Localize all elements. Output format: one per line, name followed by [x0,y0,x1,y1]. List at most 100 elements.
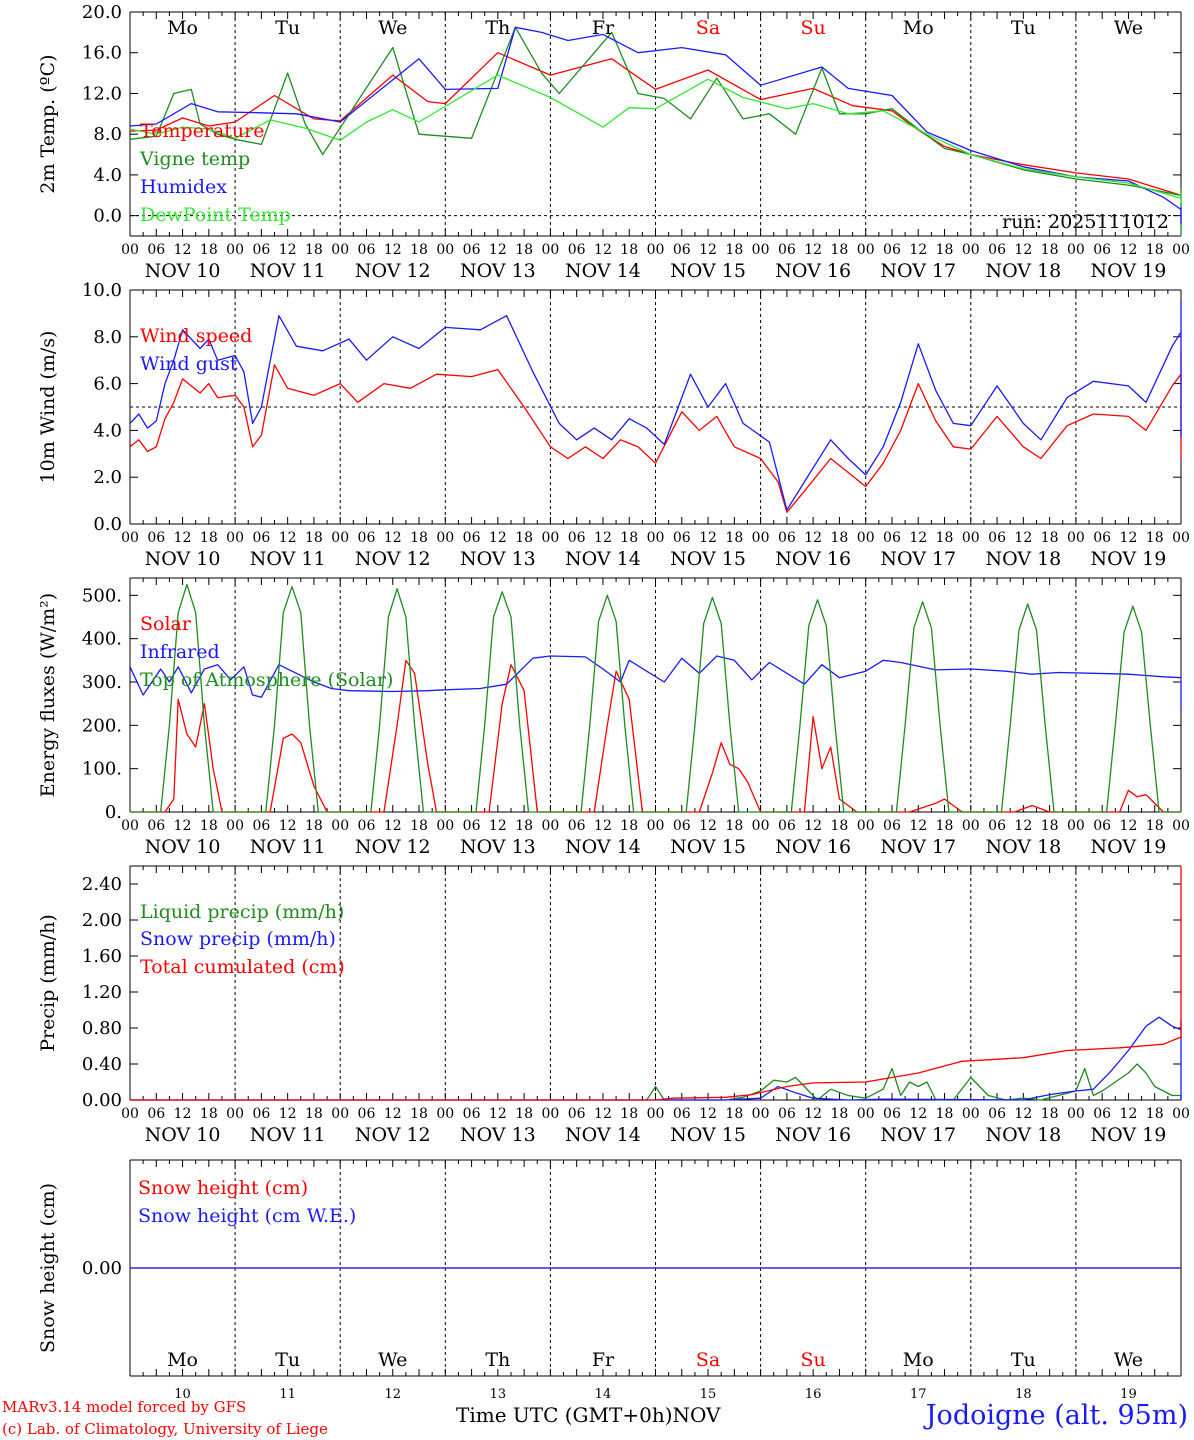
hour-label: 18 [515,530,533,546]
day-label: We [1114,17,1143,39]
hour-label: 00 [121,530,139,546]
legend-entry: Snow precip (mm/h) [140,928,336,950]
series-line-wind-gust [129,298,1182,511]
y-tick-label: 4.0 [93,165,122,186]
hour-label: 06 [988,818,1006,834]
hour-label: 12 [384,242,402,258]
series-line-wind-speed [129,350,1182,513]
day-label: Fr [592,1349,615,1371]
legend-entry: Humidex [140,176,227,198]
hour-label: 18 [1146,530,1164,546]
hour-label: 06 [1093,530,1111,546]
hour-label: 00 [436,1106,454,1122]
day-label: Tu [275,17,300,39]
hour-label: 06 [463,242,481,258]
hour-label: 18 [200,1106,218,1122]
hour-label: 00 [541,242,559,258]
hour-label: 00 [857,1106,875,1122]
hour-label: 18 [936,242,954,258]
hour-label: 00 [121,818,139,834]
hour-label: 12 [489,818,507,834]
hour-label: 00 [1172,242,1190,258]
hour-label: 18 [515,242,533,258]
date-label: NOV 16 [775,836,851,858]
hour-label: 00 [226,242,244,258]
snow-panel: 0.00 Snow height (cm) Snow height (cm) Snow… [37,1159,1182,1402]
hour-label: 06 [778,242,796,258]
hour-label: 18 [620,530,638,546]
day-number-label: 10 [174,1387,191,1402]
day-label: Th [485,1349,510,1371]
hour-label: 00 [1172,1106,1190,1122]
hour-label: 12 [699,818,717,834]
day-label: Fr [592,17,615,39]
hour-label: 06 [673,242,691,258]
y-tick-label: 0.00 [82,1258,122,1279]
date-label: NOV 13 [460,1124,536,1146]
hour-label: 06 [673,1106,691,1122]
date-label: NOV 14 [565,260,641,282]
hour-label: 12 [489,242,507,258]
series-line-liquid-precip-mm-h- [130,1063,1182,1101]
hour-label: 12 [384,1106,402,1122]
hour-label: 18 [410,530,428,546]
hour-label: 06 [778,818,796,834]
date-label: NOV 16 [775,548,851,570]
hour-label: 00 [962,818,980,834]
x-axis-title-text: Time UTC (GMT+0h) [456,1403,673,1427]
date-label: NOV 19 [1091,836,1167,858]
date-label: NOV 10 [145,836,221,858]
hour-label: 18 [1146,1106,1164,1122]
series-line-vigne-temp [129,26,1182,236]
date-label: NOV 13 [460,260,536,282]
day-label: Th [485,17,510,39]
hour-label: 12 [594,242,612,258]
hour-label: 00 [331,530,349,546]
hour-label: 18 [936,818,954,834]
hour-label: 12 [1014,242,1032,258]
hour-label: 06 [463,818,481,834]
hour-label: 00 [436,818,454,834]
hour-label: 06 [778,1106,796,1122]
y-tick-label: 10.0 [82,280,122,301]
y-axis-title: 2m Temp. (ºC) [37,54,59,193]
date-label: NOV 12 [355,260,431,282]
date-label: NOV 10 [145,548,221,570]
hour-label: 18 [620,242,638,258]
y-tick-label: 0.00 [82,1090,122,1111]
date-label: NOV 18 [985,548,1061,570]
hour-label: 00 [226,818,244,834]
legend-entry: Vigne temp [139,148,250,170]
hour-label: 18 [831,1106,849,1122]
hour-label: 00 [857,242,875,258]
date-label: NOV 11 [250,1124,326,1146]
hour-label: 00 [331,242,349,258]
hour-label: 18 [831,242,849,258]
y-tick-label: 20.0 [82,2,122,23]
hour-label: 12 [279,242,297,258]
y-tick-label: 400. [82,629,122,650]
day-label: Tu [1011,17,1036,39]
hour-label: 12 [1014,530,1032,546]
hour-label: 00 [962,530,980,546]
hour-label: 18 [620,818,638,834]
hour-label: 12 [594,1106,612,1122]
legend-entry: Snow height (cm W.E.) [138,1205,356,1227]
hour-label: 12 [909,1106,927,1122]
day-number-label: 19 [1120,1387,1137,1402]
hour-label: 18 [725,1106,743,1122]
hour-label: 12 [804,242,822,258]
hour-label: 00 [647,1106,665,1122]
y-tick-label: 8.0 [93,327,122,348]
y-axis-title: Snow height (cm) [37,1183,59,1353]
hour-label: 12 [1120,530,1138,546]
hour-label: 06 [568,530,586,546]
hour-label: 12 [594,818,612,834]
date-label: NOV 12 [355,836,431,858]
hour-label: 00 [331,818,349,834]
hour-label: 18 [1041,242,1059,258]
hour-label: 12 [804,818,822,834]
y-axis-title: 10m Wind (m/s) [37,331,59,484]
hour-label: 06 [358,530,376,546]
